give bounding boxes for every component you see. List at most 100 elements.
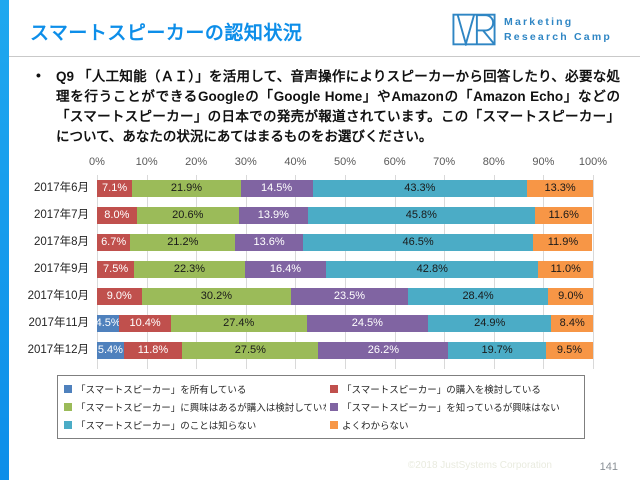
bar-segment: 4.5% <box>95 315 121 332</box>
legend-item: 「スマートスピーカー」のことは知らない <box>64 418 326 432</box>
bar-segment: 11.9% <box>533 234 593 251</box>
legend-label: 「スマートスピーカー」に興味はあるが購入は検討していない <box>76 403 326 414</box>
legend-item: 「スマートスピーカー」に興味はあるが購入は検討していない <box>64 400 326 414</box>
x-axis-tick: 70% <box>433 156 456 168</box>
category-label: 2017年11月 <box>28 317 89 329</box>
bar-value-label: 13.9% <box>257 209 289 221</box>
bar-value-label: 46.5% <box>402 236 434 248</box>
page-number: 141 <box>599 461 618 473</box>
bar-segment: 20.6% <box>136 207 239 224</box>
bullet-icon: • <box>36 67 41 83</box>
bar-value-label: 10.4% <box>129 317 161 329</box>
bar-segment: 30.2% <box>141 288 292 305</box>
bar-segment: 7.1% <box>97 180 133 197</box>
plot-body: 7.1% 21.9% 14.5% 43.3% 13.3% 8.0% 20.6% 13.9% 45… <box>95 175 594 369</box>
bar-segment: 28.4% <box>407 288 549 305</box>
legend-label: 「スマートスピーカー」の購入を検討している <box>342 385 541 396</box>
bar-segment: 5.4% <box>97 342 124 359</box>
bar-value-label: 27.4% <box>223 317 255 329</box>
bar-value-label: 21.2% <box>167 236 199 248</box>
bar-value-label: 20.6% <box>172 209 204 221</box>
bar-segment: 8.4% <box>551 315 593 332</box>
bar-segment: 43.3% <box>312 180 528 197</box>
bar-value-label: 5.4% <box>97 344 123 356</box>
bar-segment: 27.5% <box>182 342 319 359</box>
bar-segment: 7.5% <box>97 261 135 278</box>
legend-swatch-icon <box>64 421 72 429</box>
x-axis-tick: 60% <box>383 156 406 168</box>
bar-segment: 10.4% <box>119 315 171 332</box>
logo-line2: Research Camp <box>504 30 612 43</box>
legend-item: 「スマートスピーカー」の購入を検討している <box>330 382 578 396</box>
legend-label: 「スマートスピーカー」のことは知らない <box>76 421 257 432</box>
axis-spacer <box>20 155 97 175</box>
bar-rows: 7.1% 21.9% 14.5% 43.3% 13.3% 8.0% 20.6% 13.9% 45… <box>95 175 593 364</box>
legend-swatch-icon <box>330 403 338 411</box>
bar-row: 6.7% 21.2% 13.6% 46.5% 11.9% <box>97 229 593 256</box>
bar-value-label: 9.5% <box>556 344 582 356</box>
question-text: Q9 「人工知能（ＡＩ）」を活用して、音声操作によりスピーカーから回答したり、必… <box>56 69 620 144</box>
x-axis-tick: 50% <box>333 156 357 168</box>
x-axis: 0% 10% 20% 30% 40% 50% 60% 70% 80% 90% 100% <box>89 155 607 175</box>
bar-segment: 13.9% <box>238 207 308 224</box>
category-label: 2017年12月 <box>27 344 89 356</box>
bar-value-label: 22.3% <box>173 263 206 275</box>
bar-row: 9.0% 30.2% 23.5% 28.4% 9.0% <box>97 283 593 310</box>
bar-value-label: 24.5% <box>351 317 383 329</box>
bar-value-label: 11.6% <box>548 209 579 221</box>
x-axis-tick: 80% <box>482 156 505 168</box>
legend-swatch-icon <box>64 403 72 411</box>
category-label: 2017年7月 <box>34 209 89 221</box>
bar-row: 7.1% 21.9% 14.5% 43.3% 13.3% <box>97 175 593 202</box>
bar-segment: 23.5% <box>291 288 408 305</box>
question-block: • Q9 「人工知能（ＡＩ）」を活用して、音声操作によりスピーカーから回答したり… <box>36 67 620 147</box>
bar-value-label: 23.5% <box>333 290 366 302</box>
bar-value-label: 4.5% <box>95 317 121 329</box>
plot-area: 0% 10% 20% 30% 40% 50% 60% 70% 80% 90% 100% 7.1% 21… <box>89 155 607 369</box>
bar-segment: 45.8% <box>307 207 535 224</box>
bar-row: 7.5% 22.3% 16.4% 42.8% 11.0% <box>97 256 593 283</box>
bar-row: 5.4% 11.8% 27.5% 26.2% 19.7% 9.5% <box>97 337 593 364</box>
header: スマートスピーカーの認知状況 Marketing Research Camp <box>9 0 640 57</box>
bar-value-label: 8.4% <box>559 317 585 329</box>
vr-logo-icon <box>452 13 496 46</box>
bar-value-label: 11.0% <box>550 263 581 275</box>
bar-value-label: 43.3% <box>404 182 436 194</box>
legend-swatch-icon <box>330 421 338 429</box>
bar-value-label: 21.9% <box>170 182 203 194</box>
bar-value-label: 11.8% <box>137 344 169 356</box>
bar-segment: 24.9% <box>428 315 552 332</box>
category-label: 2017年10月 <box>27 290 89 302</box>
bar-segment: 11.8% <box>123 342 183 359</box>
bar-row: 4.5% 10.4% 27.4% 24.5% 24.9% 8.4% <box>95 310 593 337</box>
bar-value-label: 7.5% <box>103 263 129 275</box>
bar-value-label: 13.6% <box>253 236 285 248</box>
legend-item: 「スマートスピーカー」を所有している <box>64 382 326 396</box>
x-axis-tick: 0% <box>89 156 105 168</box>
bar-segment: 9.5% <box>545 342 593 359</box>
bar-segment: 22.3% <box>134 261 245 278</box>
bar-value-label: 7.1% <box>102 182 128 194</box>
bar-segment: 9.0% <box>548 288 593 305</box>
copyright: ©2018 JustSystems Corporation <box>407 460 552 471</box>
logo-text: Marketing Research Camp <box>504 15 612 43</box>
x-axis-tick: 20% <box>185 156 208 168</box>
logo: Marketing Research Camp <box>452 13 612 46</box>
bar-segment: 9.0% <box>97 288 142 305</box>
legend-label: よくわからない <box>342 421 409 432</box>
page-title: スマートスピーカーの認知状況 <box>30 23 303 44</box>
bar-segment: 13.6% <box>235 234 303 251</box>
bar-value-label: 6.7% <box>101 236 127 248</box>
x-axis-tick: 40% <box>284 156 307 168</box>
bar-value-label: 45.8% <box>405 209 437 221</box>
legend-swatch-icon <box>330 385 338 393</box>
logo-line1: Marketing <box>504 16 574 29</box>
bar-segment: 21.9% <box>132 180 241 197</box>
legend-label: 「スマートスピーカー」を所有している <box>76 385 247 396</box>
bar-segment: 42.8% <box>326 261 539 278</box>
legend: 「スマートスピーカー」を所有している 「スマートスピーカー」の購入を検討している「… <box>57 375 585 439</box>
category-axis: 2017年6月 2017年7月 2017年8月 2017年9月 2017年10月 2017… <box>20 155 97 369</box>
bar-value-label: 42.8% <box>416 263 448 275</box>
bar-value-label: 11.9% <box>547 236 579 248</box>
bar-value-label: 28.4% <box>462 290 494 302</box>
